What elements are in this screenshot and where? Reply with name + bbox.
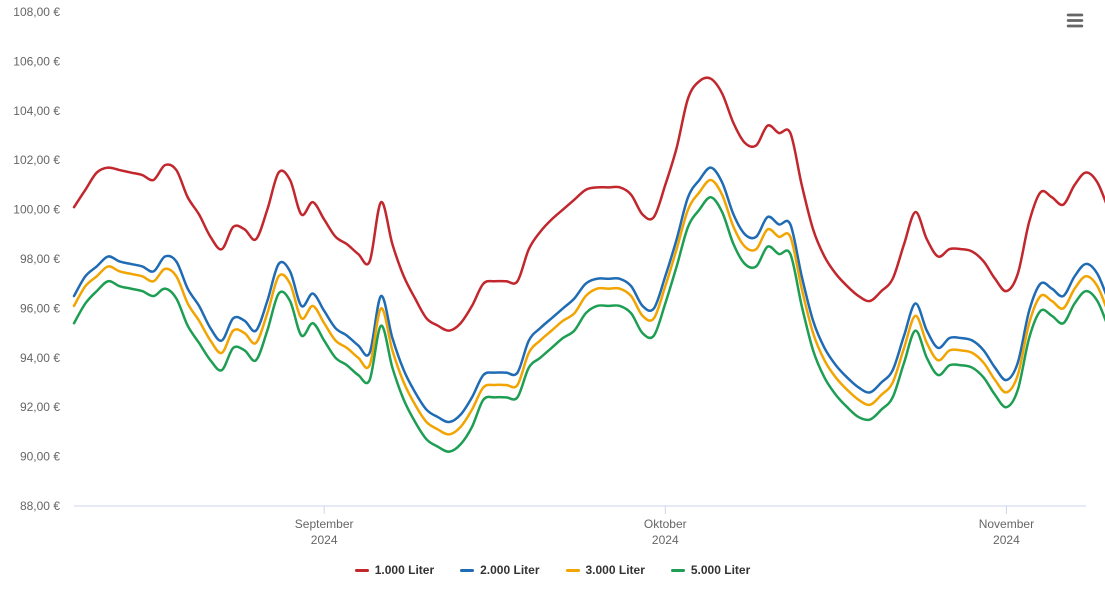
y-tick-label: 90,00 € <box>20 450 60 464</box>
legend-label: 2.000 Liter <box>480 563 539 577</box>
legend-item[interactable]: 1.000 Liter <box>355 563 434 577</box>
legend-swatch <box>460 569 474 572</box>
x-tick-label-year: 2024 <box>993 533 1020 547</box>
legend-item[interactable]: 5.000 Liter <box>671 563 750 577</box>
y-tick-label: 102,00 € <box>13 153 60 167</box>
legend-label: 5.000 Liter <box>691 563 750 577</box>
legend-label: 3.000 Liter <box>586 563 645 577</box>
legend-item[interactable]: 3.000 Liter <box>566 563 645 577</box>
y-tick-label: 108,00 € <box>13 5 60 19</box>
y-tick-label: 106,00 € <box>13 54 60 68</box>
y-tick-label: 104,00 € <box>13 104 60 118</box>
legend-swatch <box>671 569 685 572</box>
price-chart: 88,00 € 90,00 € 92,00 € 94,00 € 96,00 € 98,00… <box>0 0 1105 602</box>
series-line <box>74 168 1105 422</box>
legend-label: 1.000 Liter <box>375 563 434 577</box>
hamburger-icon <box>1063 10 1087 32</box>
x-tick-label-month: November <box>979 517 1034 531</box>
chart-legend: 1.000 Liter 2.000 Liter 3.000 Liter 5.000 L… <box>0 563 1105 577</box>
legend-swatch <box>566 569 580 572</box>
y-tick-label: 92,00 € <box>20 400 60 414</box>
chart-canvas: 88,00 € 90,00 € 92,00 € 94,00 € 96,00 € 98,00… <box>0 0 1105 602</box>
y-tick-label: 100,00 € <box>13 203 60 217</box>
y-tick-label: 88,00 € <box>20 499 60 513</box>
y-tick-label: 94,00 € <box>20 351 60 365</box>
x-tick-label-month: September <box>295 517 354 531</box>
y-tick-label: 96,00 € <box>20 301 60 315</box>
y-tick-label: 98,00 € <box>20 252 60 266</box>
legend-swatch <box>355 569 369 572</box>
chart-menu-button[interactable] <box>1063 10 1087 32</box>
x-tick-label-year: 2024 <box>311 533 338 547</box>
x-tick-label-month: Oktober <box>644 517 687 531</box>
legend-item[interactable]: 2.000 Liter <box>460 563 539 577</box>
series-line <box>74 180 1105 434</box>
x-tick-label-year: 2024 <box>652 533 679 547</box>
